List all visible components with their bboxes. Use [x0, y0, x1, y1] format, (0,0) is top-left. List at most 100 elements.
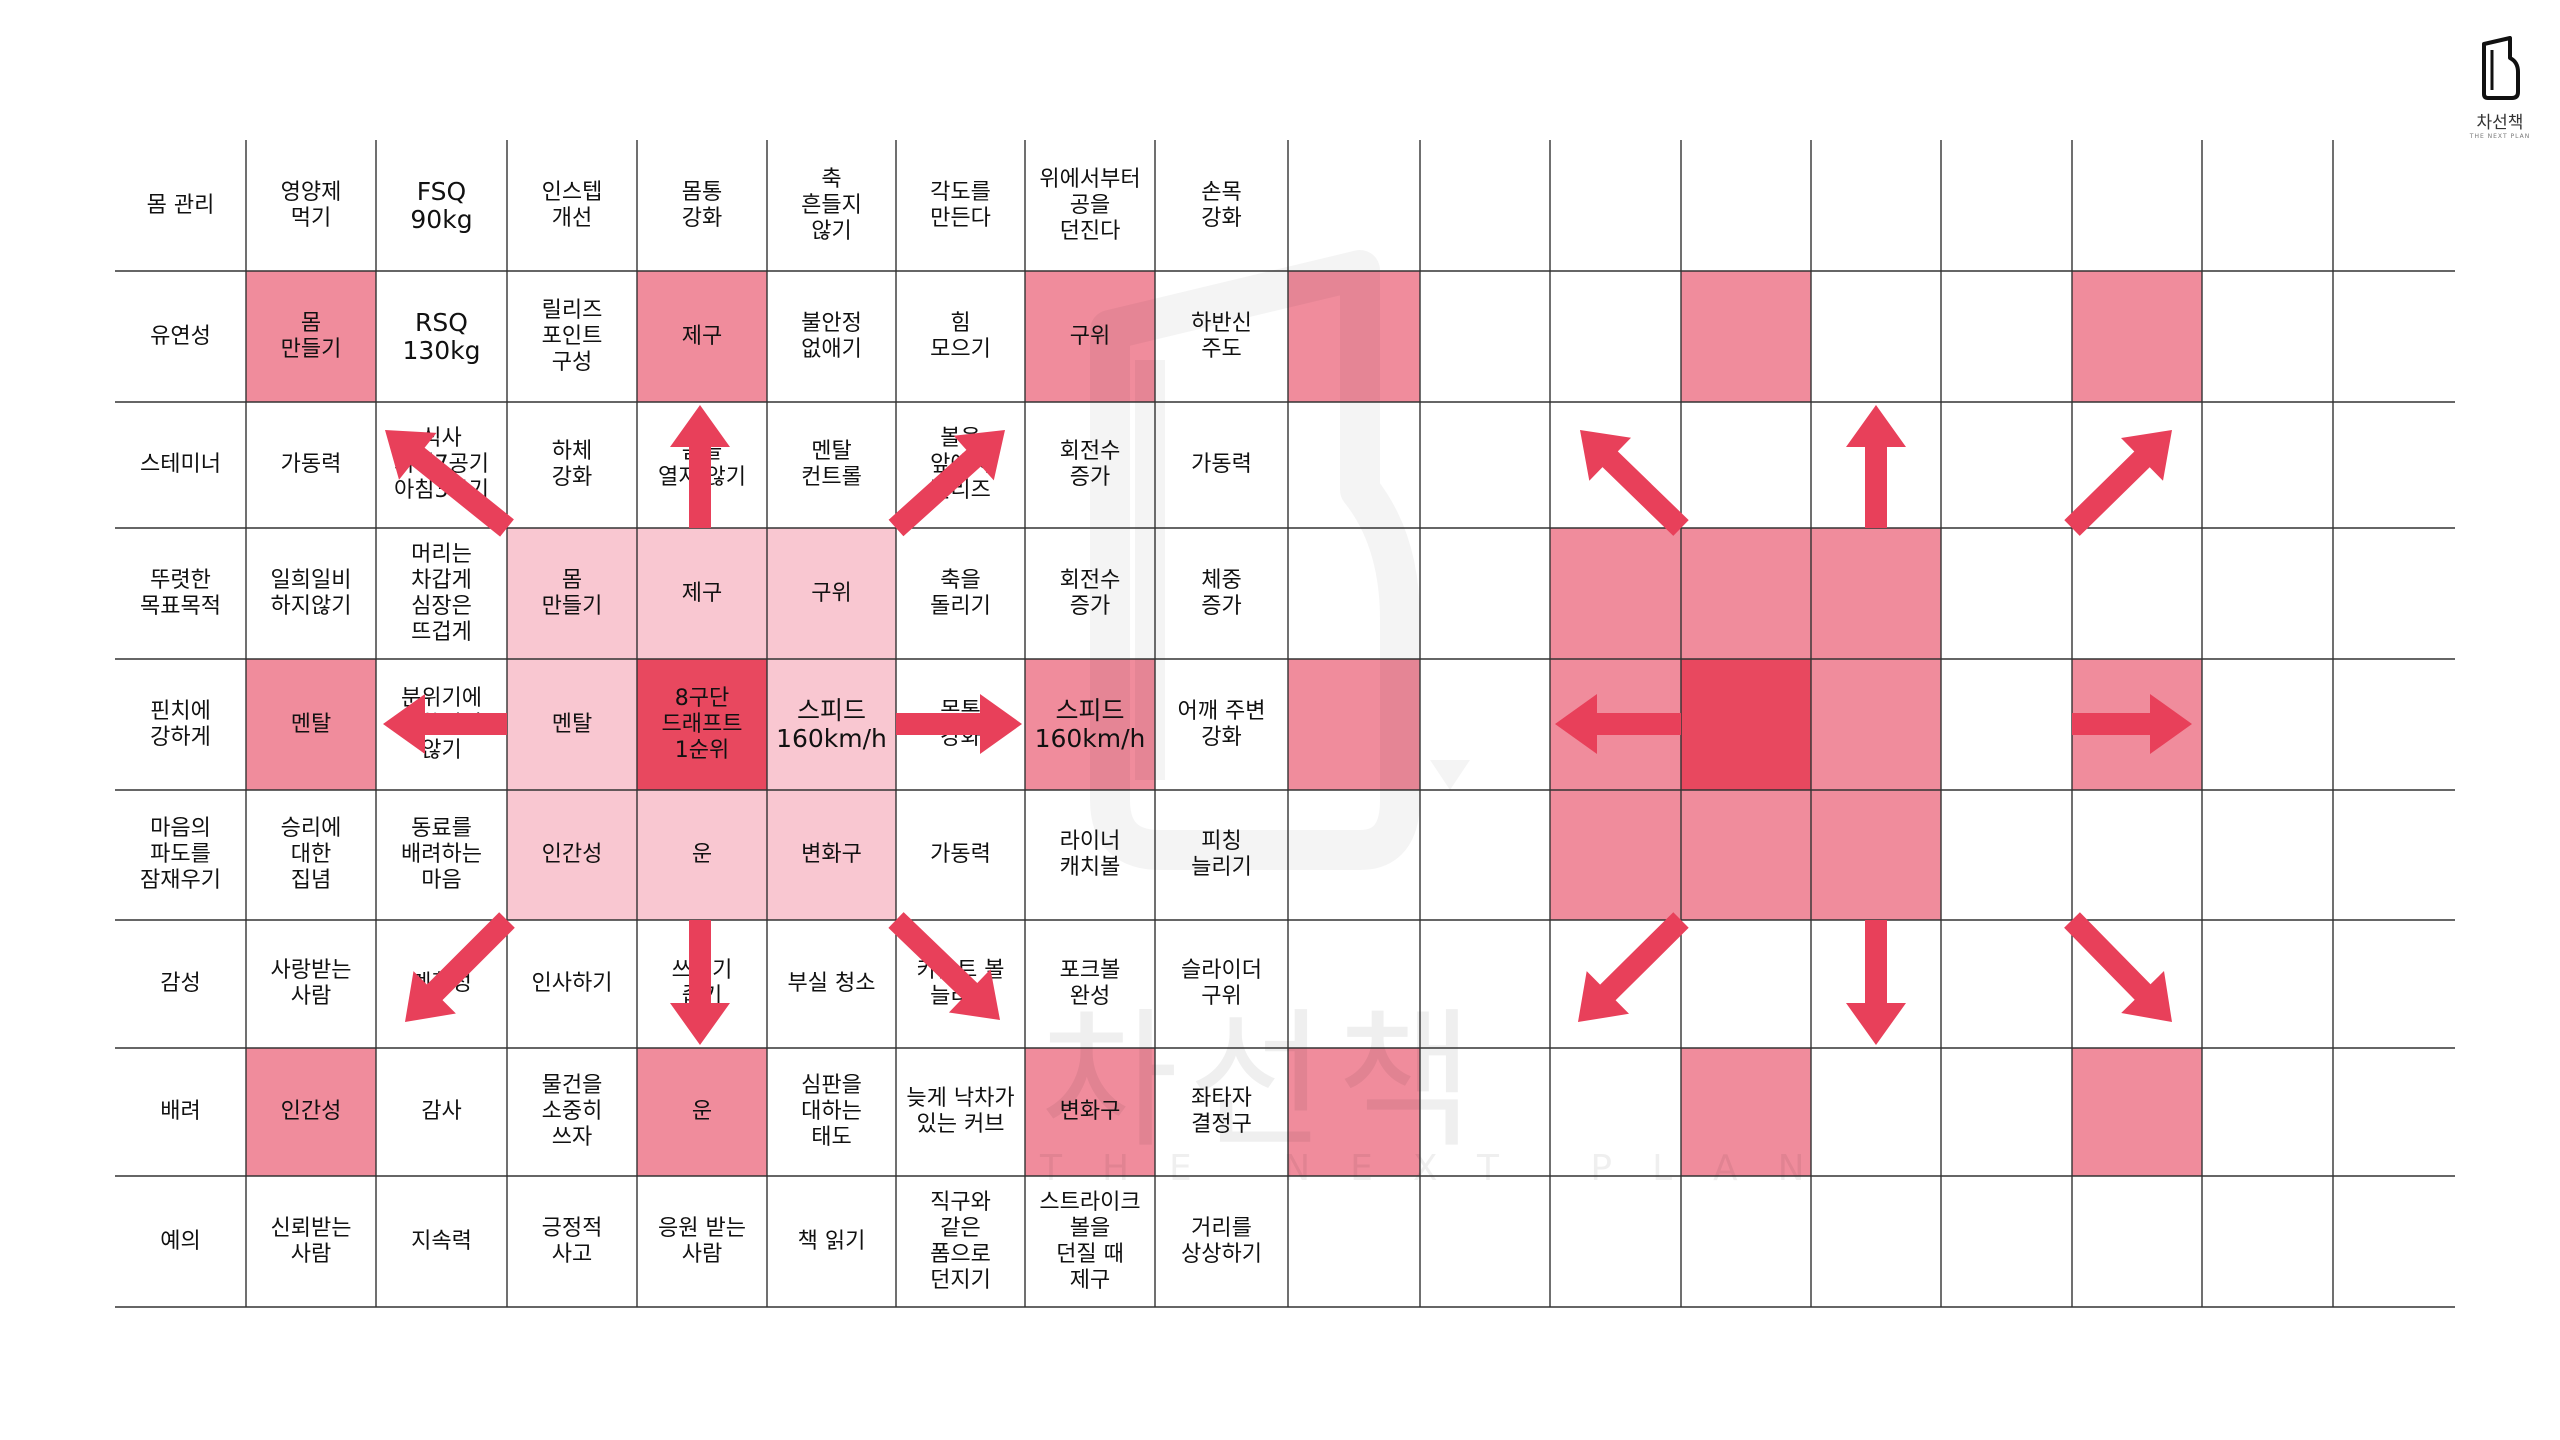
- row-label: 예의: [160, 1228, 201, 1254]
- schematic-cell: [1681, 790, 1811, 920]
- goal-cell: 승리에 대한 집념: [280, 816, 342, 893]
- goal-cell: 가동력: [1191, 452, 1252, 477]
- goal-cell: 체중 증가: [1201, 567, 1242, 619]
- goal-cell: 머리는 차갑게 심장은 뜨겁게: [411, 541, 472, 645]
- goal-cell: 슬라이더 구위: [1181, 958, 1262, 1009]
- brand-logo: 차선책 THE NEXT PLAN: [2460, 36, 2540, 146]
- row-label: 핀치에 강하게: [150, 698, 211, 750]
- goal-cell: 몸 만들기: [280, 310, 342, 362]
- goal-cell: 카운트 볼 늘리기: [916, 958, 1005, 1009]
- goal-cell: 힘 모으기: [930, 310, 991, 362]
- goal-cell: 운: [691, 842, 713, 867]
- goal-cell: 늦게 낙차가 있는 커브: [906, 1086, 1015, 1137]
- goal-cell: 인사하기: [531, 971, 613, 996]
- goal-cell: 릴리즈 포인트 구성: [541, 297, 603, 375]
- goal-cell: 멘탈: [551, 711, 593, 737]
- goal-cell: 몸 만들기: [541, 567, 603, 619]
- watermark-subtitle: THE NEXT PLAN: [1040, 1148, 1845, 1189]
- goal-cell: 8구단 드래프트 1순위: [661, 685, 743, 763]
- cell-highlight: [767, 528, 896, 659]
- row-label: 감성: [160, 971, 201, 996]
- goal-cell: 쓰레기 줍기: [671, 958, 733, 1009]
- goal-cell: 변화구: [801, 842, 862, 867]
- goal-cell: 영양제 먹기: [280, 179, 342, 231]
- cell-highlight: [637, 1048, 767, 1176]
- cell-highlight: [1025, 1048, 1155, 1176]
- goal-cell: FSQ 90kg: [410, 176, 473, 234]
- goal-cell: 불안정 없애기: [801, 310, 862, 362]
- cell-highlight: [637, 271, 767, 402]
- goal-cell: 구위: [1069, 323, 1111, 349]
- schematic-cell: [1550, 528, 1681, 659]
- goal-cell: 회전수 증가: [1059, 567, 1121, 619]
- goal-cell: 손목 강화: [1201, 179, 1242, 231]
- schematic-cell: [1811, 659, 1941, 790]
- cell-highlight: [507, 790, 637, 920]
- arrow-down-left-icon: [1578, 912, 1689, 1022]
- brand-name: 차선책: [2476, 113, 2524, 133]
- goal-cell: 운: [691, 1099, 713, 1124]
- goal-cell: 거리를 상상하기: [1181, 1215, 1262, 1267]
- goal-cell: 라이너 캐치볼: [1059, 829, 1121, 880]
- schematic-cell: [1288, 271, 1420, 402]
- goal-cell: 인간성: [280, 1099, 342, 1124]
- goal-cell: 인간성: [541, 842, 603, 867]
- goal-cell: 변화구: [1059, 1099, 1121, 1124]
- schematic-cell: [1288, 659, 1420, 790]
- goal-cell: 계획성: [411, 971, 472, 996]
- goal-cell: 볼을 앞에서 릴리즈: [930, 426, 991, 503]
- goal-cell: 스피드 160km/h: [776, 695, 887, 753]
- goal-cell: 피칭 늘리기: [1191, 829, 1252, 880]
- goal-cell: 긍정적 사고: [541, 1215, 603, 1267]
- schematic-cell: [2072, 271, 2202, 402]
- cell-highlight: [767, 790, 896, 920]
- cell-highlight: [767, 659, 896, 790]
- cell-highlight: [246, 659, 376, 790]
- arrow-down-icon: [1846, 920, 1906, 1045]
- cell-highlight: [637, 659, 767, 790]
- goal-cell: 가동력: [930, 842, 991, 867]
- schematic-cell: [2072, 1048, 2202, 1176]
- schematic-cell: [2072, 659, 2202, 790]
- schematic-cell: [1288, 1048, 1420, 1176]
- row-label: 뚜렷한 목표목적: [140, 567, 221, 619]
- goal-cell: 어깨 주변 강화: [1177, 698, 1266, 750]
- brand-tagline: THE NEXT PLAN: [2469, 133, 2531, 140]
- cell-highlight: [507, 528, 637, 659]
- row-label: 몸 관리: [146, 192, 215, 218]
- book-logo-icon: [2482, 36, 2520, 100]
- goal-cell: 좌타자 결정구: [1191, 1086, 1252, 1137]
- schematic-cell: [1550, 790, 1681, 920]
- goal-cell: 몸을 열지 않기: [658, 439, 746, 490]
- watermark-text: 차선책: [1040, 995, 1485, 1169]
- schematic-cell: [1550, 659, 1681, 790]
- goal-cell: 감사: [421, 1099, 462, 1124]
- goal-cell: 제구: [681, 580, 723, 606]
- cell-highlight: [246, 1048, 376, 1176]
- cell-highlight: [1025, 271, 1155, 402]
- goal-cell: 스트라이크 볼을 던질 때 제구: [1039, 1189, 1141, 1293]
- arrow-up-right-icon: [2064, 430, 2172, 536]
- goal-cell: 몸통 강화: [940, 698, 981, 750]
- cell-highlight: [246, 271, 376, 402]
- goal-cell: 위에서부터 공을 던진다: [1039, 166, 1141, 244]
- goal-cell: 지속력: [411, 1228, 472, 1254]
- goal-cell: 분위기에 휩쓸리지 않기: [401, 685, 482, 763]
- arrow-up-icon: [1846, 405, 1906, 528]
- goal-cell: 심판을 대하는 태도: [801, 1073, 862, 1150]
- goal-cell: 동료를 배려하는 마음: [401, 816, 482, 893]
- goal-cell: 직구와 같은 폼으로 던지기: [930, 1189, 991, 1293]
- goal-cell: 사랑받는 사람: [270, 958, 352, 1009]
- row-label: 스테미너: [140, 452, 221, 477]
- goal-cell: 멘탈 컨트롤: [801, 439, 862, 490]
- goal-cell: 식사 저녁7공기 아침3공기: [394, 426, 489, 503]
- row-label: 배려: [160, 1099, 201, 1124]
- goal-cell: 부실 청소: [787, 971, 876, 996]
- goal-cell: RSQ 130kg: [402, 307, 481, 365]
- arrow-down-right-icon: [2064, 912, 2172, 1022]
- schematic-cell: [1681, 271, 1811, 402]
- goal-cell: 축 흔들지 않기: [801, 166, 862, 244]
- schematic-cell: [1811, 528, 1941, 659]
- goal-cell: 책 읽기: [797, 1228, 866, 1254]
- goal-cell: 일희일비 하지않기: [270, 567, 352, 619]
